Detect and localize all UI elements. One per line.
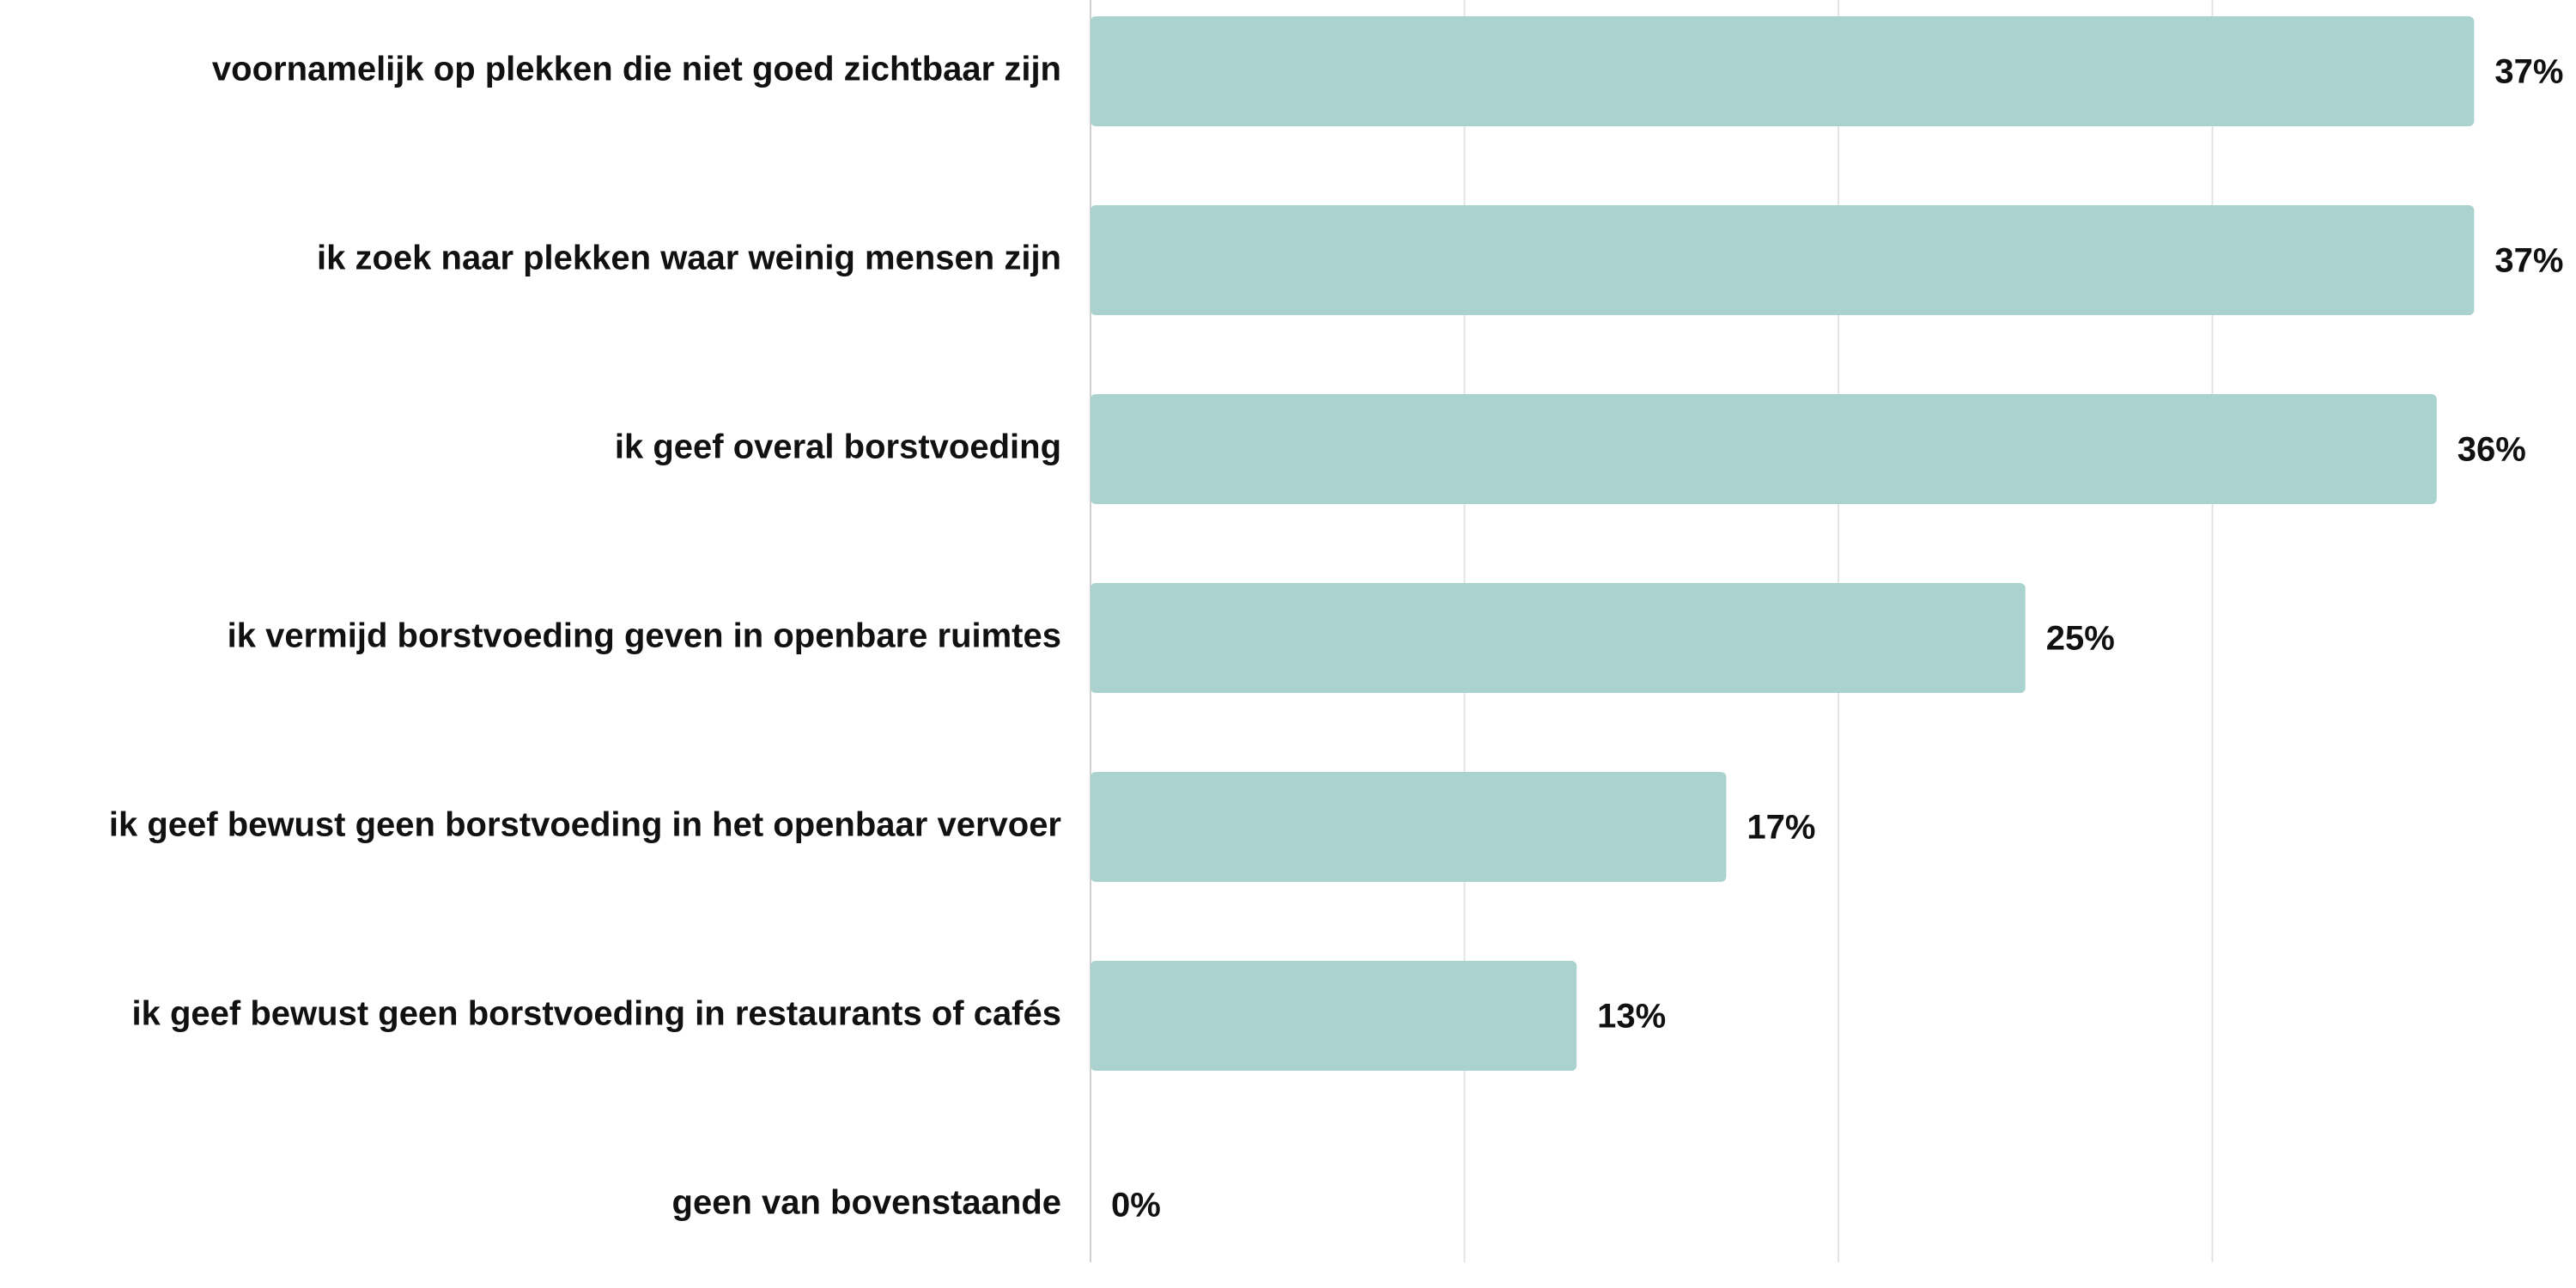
- category-label: voornamelijk op plekken die niet goed zi…: [212, 51, 1061, 88]
- value-label: 37%: [2494, 242, 2563, 280]
- category-label: geen van bovenstaande: [672, 1184, 1061, 1222]
- bar: [1091, 961, 1577, 1071]
- category-labels: voornamelijk op plekken die niet goed zi…: [109, 51, 1061, 1222]
- category-label: ik vermijd borstvoeding geven in openbar…: [228, 617, 1061, 655]
- bar: [1091, 772, 1727, 882]
- category-label: ik zoek naar plekken waar weinig mensen …: [317, 240, 1061, 277]
- value-label: 36%: [2458, 431, 2526, 469]
- bars: [1091, 16, 2475, 1071]
- category-label: ik geef bewust geen borstvoeding in het …: [109, 806, 1061, 844]
- value-label: 13%: [1597, 998, 1666, 1036]
- value-label: 0%: [1111, 1187, 1161, 1224]
- category-label: ik geef overal borstvoeding: [615, 428, 1061, 466]
- bar: [1091, 16, 2475, 126]
- value-labels: 37% 37% 36% 25% 17% 13% 0%: [1111, 53, 2563, 1224]
- category-label: ik geef bewust geen borstvoeding in rest…: [132, 995, 1061, 1033]
- bar: [1091, 205, 2475, 315]
- bar: [1091, 394, 2437, 504]
- value-label: 37%: [2494, 53, 2563, 91]
- value-label: 17%: [1747, 809, 1815, 847]
- value-label: 25%: [2046, 620, 2115, 658]
- bar: [1091, 583, 2026, 693]
